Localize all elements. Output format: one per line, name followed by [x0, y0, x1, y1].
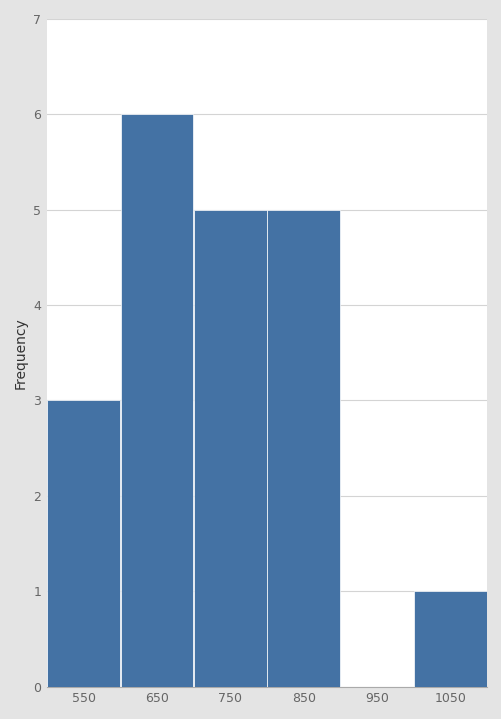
Bar: [194, 210, 267, 687]
Bar: [268, 210, 340, 687]
Bar: [121, 114, 193, 687]
Y-axis label: Frequency: Frequency: [14, 317, 28, 388]
Bar: [48, 400, 120, 687]
Bar: [414, 591, 487, 687]
